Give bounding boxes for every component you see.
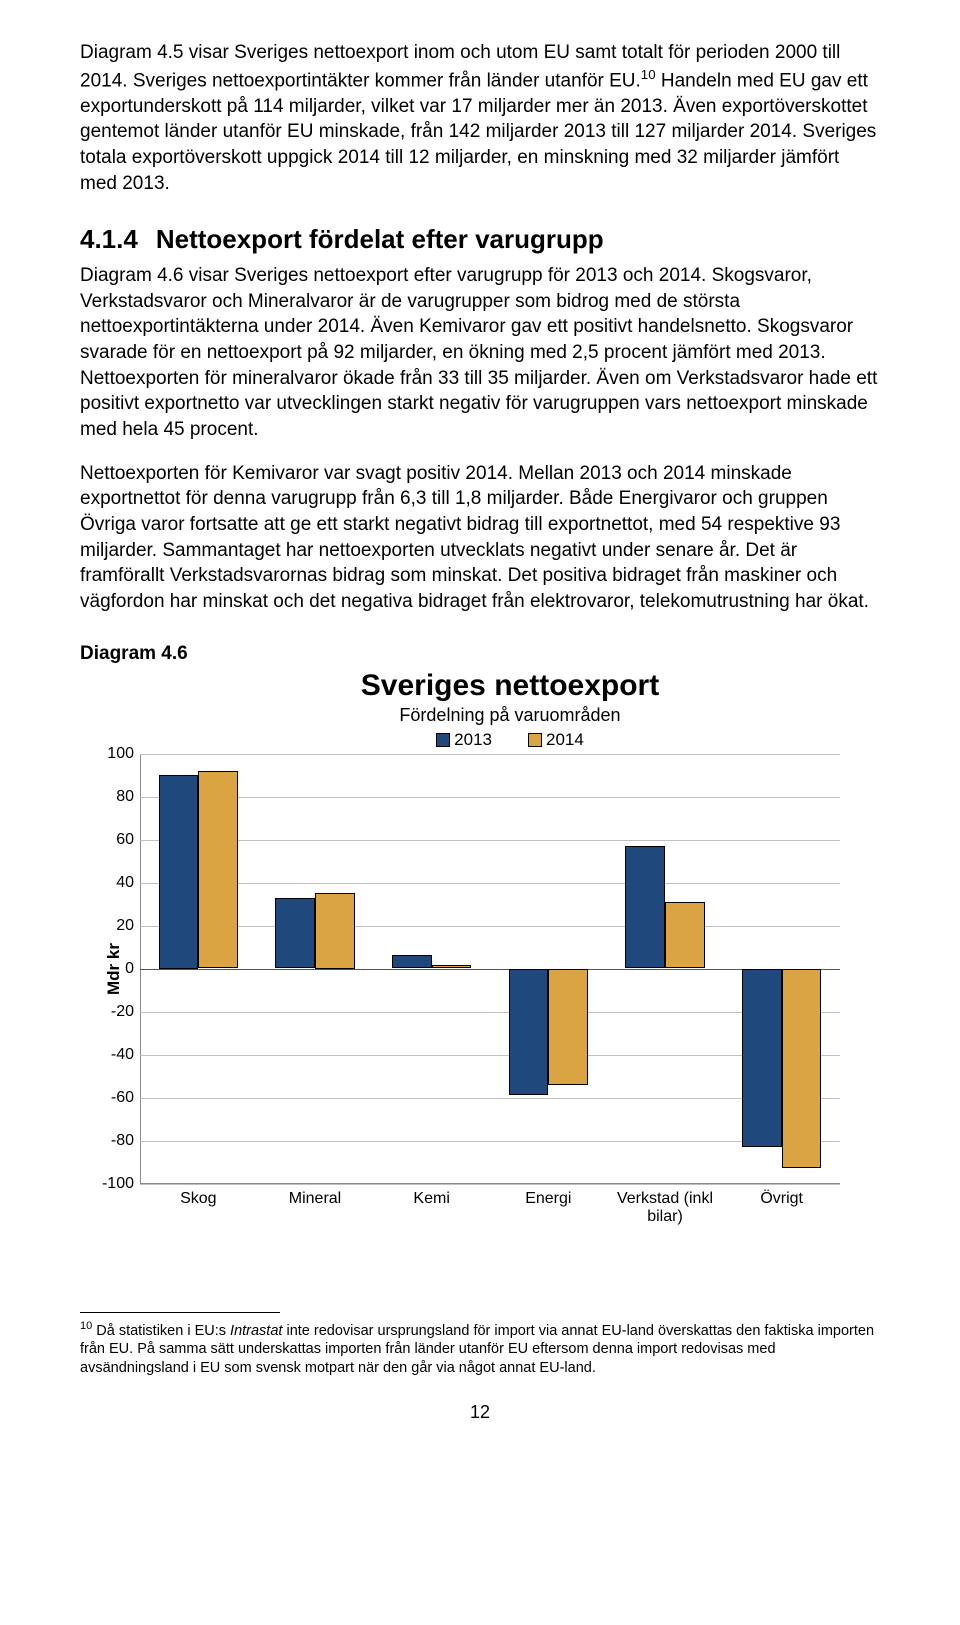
gridline xyxy=(140,1055,840,1056)
page-number: 12 xyxy=(80,1402,880,1423)
chart-bar xyxy=(392,955,432,969)
legend-swatch xyxy=(436,733,450,747)
xlabel: Verkstad (inklbilar) xyxy=(607,1190,724,1227)
chart-bar xyxy=(432,965,472,969)
xlabel: Mineral xyxy=(257,1190,374,1208)
gridline xyxy=(140,1141,840,1142)
body-paragraph-1: Diagram 4.5 visar Sveriges nettoexport i… xyxy=(80,40,880,196)
ytick-label: -100 xyxy=(94,1175,134,1193)
chart-title: Sveriges nettoexport xyxy=(140,669,880,703)
ytick-label: 40 xyxy=(94,874,134,892)
footnote-number: 10 xyxy=(80,1320,92,1332)
gridline xyxy=(140,969,840,970)
ytick-label: 20 xyxy=(94,917,134,935)
chart-plot-area: Mdr kr -100-80-60-40-20020406080100 xyxy=(140,754,840,1184)
xlabel: Övrigt xyxy=(723,1190,840,1208)
xlabel: Energi xyxy=(490,1190,607,1208)
gridline xyxy=(140,926,840,927)
xlabel: Skog xyxy=(140,1190,257,1208)
legend-item: 2013 xyxy=(436,730,492,749)
chart-xlabels: SkogMineralKemiEnergiVerkstad (inklbilar… xyxy=(140,1184,840,1232)
gridline xyxy=(140,754,840,755)
p1-footnote-ref: 10 xyxy=(641,67,656,82)
chart-bar xyxy=(665,902,705,969)
legend-label: 2013 xyxy=(454,730,492,749)
body-paragraph-2: Diagram 4.6 visar Sveriges nettoexport e… xyxy=(80,263,880,442)
chart-bar xyxy=(548,969,588,1085)
gridline xyxy=(140,1012,840,1013)
xlabel: Kemi xyxy=(373,1190,490,1208)
footnote-separator xyxy=(80,1312,280,1313)
footnote-lead: Då statistiken i EU:s xyxy=(92,1322,230,1338)
chart-subtitle: Fördelning på varuområden xyxy=(140,705,880,726)
gridline xyxy=(140,883,840,884)
ytick-label: -20 xyxy=(94,1003,134,1021)
legend-label: 2014 xyxy=(546,730,584,749)
chart-legend: 2013 2014 xyxy=(140,730,880,750)
body-paragraph-3: Nettoexporten för Kemivaror var svagt po… xyxy=(80,461,880,615)
chart-bar xyxy=(159,775,199,969)
chart-bar xyxy=(509,969,549,1096)
chart-bar xyxy=(625,846,665,969)
ytick-label: 100 xyxy=(94,745,134,763)
section-title: Nettoexport fördelat efter varugrupp xyxy=(156,224,604,254)
ytick-label: 80 xyxy=(94,788,134,806)
chart-bar xyxy=(315,893,355,968)
section-heading: 4.1.4 Nettoexport fördelat efter varugrup… xyxy=(80,224,880,255)
gridline xyxy=(140,840,840,841)
diagram-label: Diagram 4.6 xyxy=(80,643,880,665)
ytick-label: 0 xyxy=(94,960,134,978)
ytick-label: 60 xyxy=(94,831,134,849)
chart-bar xyxy=(742,969,782,1147)
ytick-label: -40 xyxy=(94,1046,134,1064)
section-number: 4.1.4 xyxy=(80,224,138,254)
chart-bar xyxy=(782,969,822,1169)
chart-container: Sveriges nettoexport Fördelning på varuo… xyxy=(80,669,880,1232)
gridline xyxy=(140,797,840,798)
footnote-italic: Intrastat xyxy=(230,1322,282,1338)
ytick-label: -80 xyxy=(94,1132,134,1150)
ytick-label: -60 xyxy=(94,1089,134,1107)
legend-item: 2014 xyxy=(528,730,584,749)
gridline xyxy=(140,1098,840,1099)
footnote-text: 10 Då statistiken i EU:s Intrastat inte … xyxy=(80,1319,880,1378)
legend-swatch xyxy=(528,733,542,747)
chart-bar xyxy=(275,898,315,969)
chart-bar xyxy=(198,771,238,969)
